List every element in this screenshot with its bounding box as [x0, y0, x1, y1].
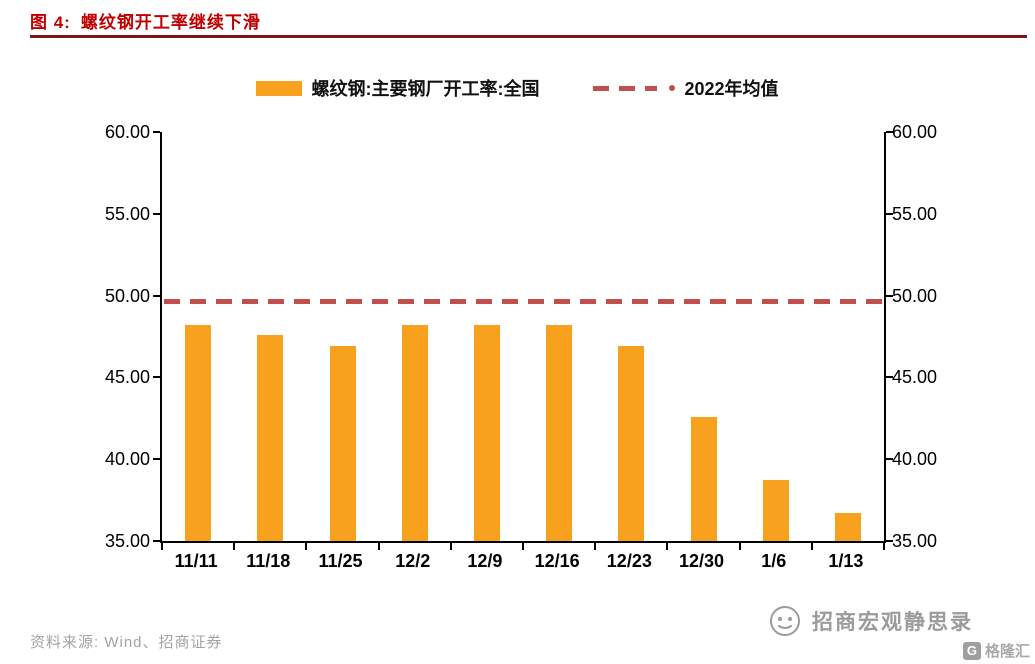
x-axis-tick [305, 543, 308, 550]
bar-1/6 [762, 480, 789, 541]
watermark-text: 招商宏观静思录 [812, 611, 973, 634]
y-tick-label-right: 45.00 [892, 367, 938, 388]
axis-tick-left [153, 212, 160, 215]
x-tick-label-1/6: 1/6 [761, 551, 787, 571]
y-tick-label-left: 55.00 [104, 203, 150, 224]
bar-1/13 [834, 513, 861, 541]
x-tick-label-11/11: 11/11 [174, 551, 218, 571]
bar-slot [812, 132, 884, 541]
x-tick-label-11/18: 11/18 [246, 551, 291, 571]
x-tick-label-11/25: 11/25 [318, 551, 363, 571]
gelonghui-logo-icon: G [962, 641, 981, 660]
bar-11/11 [185, 325, 212, 541]
gelonghui-logo: G 格隆汇 [962, 640, 1030, 661]
y-tick-label-right: 50.00 [892, 285, 938, 306]
bar-12/30 [690, 416, 717, 541]
axis-tick-left [153, 131, 160, 133]
figure-title-text: 螺纹钢开工率继续下滑 [80, 13, 261, 32]
axis-tick-right [886, 212, 893, 215]
x-axis-tick [810, 543, 813, 550]
y-tick-label-right: 55.00 [892, 203, 938, 224]
x-tick-label-12/23: 12/23 [606, 551, 652, 571]
bar-12/16 [546, 325, 573, 541]
bar-slot [306, 132, 378, 541]
y-tick-label-left: 60.00 [104, 122, 150, 142]
x-tick-label-12/9: 12/9 [467, 551, 503, 571]
legend-line-label: 2022年均值 [684, 79, 779, 99]
legend-entry-bars: 螺纹钢:主要钢厂开工率:全国 [256, 75, 539, 101]
x-axis-tick [738, 543, 741, 550]
axis-tick-right [886, 458, 893, 461]
axis-tick-right [886, 540, 893, 542]
bar-11/25 [329, 346, 356, 541]
legend-dash-dot [669, 85, 676, 91]
bar-slot [162, 132, 234, 541]
x-axis-tick [233, 543, 236, 550]
bar-slot [523, 132, 595, 541]
x-axis-tick [666, 543, 669, 550]
chart-legend: 螺纹钢:主要钢厂开工率:全国 2022年均值 [0, 76, 1035, 100]
gelonghui-logo-text: 格隆汇 [984, 643, 1030, 660]
y-tick-label-left: 50.00 [104, 285, 150, 306]
bar-12/23 [618, 346, 645, 541]
y-tick-label-right: 40.00 [892, 449, 938, 470]
axis-tick-left [153, 540, 160, 542]
axis-tick-right [886, 294, 893, 297]
bar-slot [740, 132, 812, 541]
source-note: 资料来源: Wind、招商证券 [30, 634, 223, 651]
x-tick-label-1/13: 1/13 [828, 551, 864, 571]
bar-slot [234, 132, 306, 541]
y-tick-label-right: 35.00 [892, 531, 938, 551]
mean-dashed-line [164, 299, 882, 305]
axis-tick-left [153, 376, 160, 379]
x-axis-tick [522, 543, 524, 550]
watermark-logo-icon [770, 606, 800, 636]
x-axis-tick [377, 543, 380, 550]
x-tick-label-12/16: 12/16 [534, 551, 580, 571]
axis-tick-left [153, 458, 160, 461]
x-axis-tick [449, 543, 452, 550]
figure-number: 图 4: [30, 13, 71, 32]
legend-entry-mean-line: 2022年均值 [593, 75, 779, 101]
bar-slot [379, 132, 451, 541]
axis-tick-left [153, 294, 160, 297]
title-divider [30, 35, 1027, 38]
legend-bar-label: 螺纹钢:主要钢厂开工率:全国 [311, 79, 540, 99]
bar-12/9 [473, 325, 500, 541]
y-axis-right-labels: 60.00 55.00 50.00 45.00 40.00 35.00 [892, 123, 964, 550]
x-tick-label-12/30: 12/30 [679, 551, 725, 571]
figure-title: 图 4: 螺纹钢开工率继续下滑 [30, 8, 261, 33]
watermark: 招商宏观静思录 [768, 604, 973, 638]
x-tick-label-12/2: 12/2 [395, 551, 431, 571]
axis-tick-right [886, 376, 893, 379]
bar-11/18 [257, 334, 284, 541]
x-axis-tick [883, 543, 885, 550]
legend-dash-swatch [593, 85, 658, 91]
y-tick-label-left: 40.00 [104, 449, 150, 470]
x-axis-labels: 11/11 11/18 11/25 12/2 12/9 12/16 12/23 12/30 1/… [160, 551, 882, 572]
bar-12/2 [401, 325, 428, 541]
bar-slot [451, 132, 523, 541]
bar-slot [595, 132, 667, 541]
y-tick-label-left: 35.00 [104, 531, 150, 551]
x-axis-tick [161, 543, 163, 550]
axis-tick-right [886, 131, 893, 133]
y-axis-left-labels: 60.00 55.00 50.00 45.00 40.00 35.00 [78, 123, 150, 550]
bar-slot [667, 132, 739, 541]
plot-area [153, 131, 893, 550]
y-tick-label-left: 45.00 [104, 367, 150, 388]
y-tick-label-right: 60.00 [892, 122, 938, 142]
legend-bar-swatch [256, 80, 303, 96]
x-axis-tick [594, 543, 597, 550]
